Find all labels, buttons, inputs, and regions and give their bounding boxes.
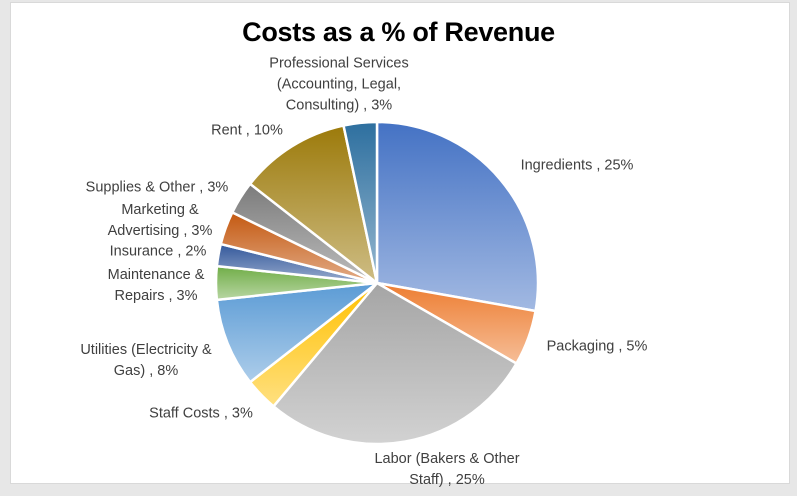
chart-title: Costs as a % of Revenue	[242, 17, 555, 47]
pie-slice-professional-services-accounting-legal-consulting	[342, 120, 379, 285]
pie-slice-labor-bakers-other-staff	[272, 281, 518, 446]
pie-slice-ingredients	[375, 120, 540, 313]
pie-slice-utilities-electricity-gas	[215, 281, 379, 384]
pie-slice-rent	[248, 124, 379, 285]
